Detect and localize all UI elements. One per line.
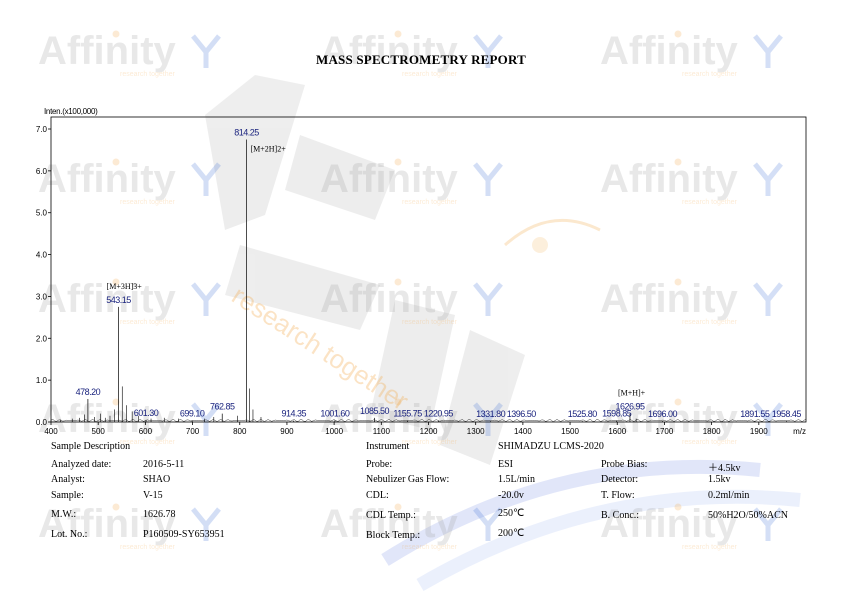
peak-mz-label: 601.30 — [134, 408, 159, 418]
peak-mz-label: 914.35 — [281, 409, 306, 419]
x-tick-label: 500 — [92, 427, 106, 436]
y-tick-label: 5.0 — [36, 209, 48, 218]
sample-label: Sample: — [51, 490, 84, 501]
baseline-trace — [50, 419, 807, 422]
peak-mz-label: 1220.95 — [424, 409, 454, 419]
peak-mz-label: 478.20 — [76, 387, 101, 397]
watermark-tagline-text: research together — [402, 439, 458, 446]
plot-frame — [50, 116, 807, 423]
x-tick-label: 1300 — [467, 427, 485, 436]
x-tick-label: 1700 — [656, 427, 674, 436]
block-temp-value: 200℃ — [498, 528, 525, 539]
probe-bias-value: ＋4.5kv — [708, 463, 741, 474]
b-conc-value: 50%H2O/50%ACN — [708, 510, 788, 521]
detector-value: 1.5kv — [708, 474, 731, 485]
t-flow-label: T. Flow: — [601, 490, 635, 501]
watermark-tagline-text: research together — [682, 544, 738, 551]
x-tick-label: 1500 — [561, 427, 579, 436]
analyst-value: SHAO — [143, 474, 171, 485]
mass-spectrum-chart: Inten.(x100,000) 0.0 1.0 2.0 3.0 4.0 5.0 6.0 7.0… — [36, 107, 807, 436]
sample-description-heading: Sample Description — [51, 441, 131, 452]
peak-mz-label: 1958.45 — [772, 409, 802, 419]
x-tick-label: 1800 — [703, 427, 721, 436]
detector-label: Detector: — [601, 474, 639, 485]
x-tick-label: 1100 — [373, 427, 391, 436]
peak-mz-label: 814.25 — [234, 127, 259, 137]
y-tick-label: 0.0 — [36, 418, 48, 427]
peak-mz-label: 762.85 — [210, 402, 235, 412]
y-tick-label: 3.0 — [36, 292, 48, 301]
watermark-tagline-text: research together — [682, 439, 738, 446]
x-tick-label: 700 — [186, 427, 200, 436]
analyzed-date-label: Analyzed date: — [51, 459, 112, 470]
sample-value: V-15 — [143, 490, 163, 501]
nebulizer-value: 1.5L/min — [498, 474, 535, 485]
peak-mz-label: 699.10 — [180, 408, 205, 418]
peak-ion-annotation: [M+H]+ — [618, 389, 646, 398]
peak-ion-annotation: [M+3H]3+ — [107, 282, 143, 291]
watermark-orange-dot-icon — [674, 503, 682, 511]
lot-no-label: Lot. No.: — [51, 529, 88, 540]
cdl-temp-value: 250℃ — [498, 508, 525, 519]
peak-mz-label: 1525.80 — [568, 409, 598, 419]
nebulizer-label: Nebulizer Gas Flow: — [366, 474, 450, 485]
watermark-tagline-text: research together — [120, 544, 176, 551]
y-tick-label: 4.0 — [36, 251, 48, 260]
x-tick-label: 400 — [44, 427, 58, 436]
b-conc-label: B. Conc.: — [601, 510, 640, 521]
peak-mz-label: 1001.60 — [320, 408, 350, 418]
y-tick-label: 1.0 — [36, 376, 48, 385]
t-flow-value: 0.2ml/min — [708, 490, 750, 501]
peak-mz-label: 1331.80 — [476, 409, 506, 419]
peak-mz-label: 1085.50 — [360, 406, 390, 416]
cdl-temp-label: CDL Temp.: — [366, 510, 416, 521]
peak-mz-label: 1396.50 — [507, 409, 537, 419]
mw-label: M.W.: — [51, 509, 77, 520]
y-axis-label: Inten.(x100,000) — [44, 107, 98, 116]
x-tick-label: 1000 — [325, 427, 343, 436]
probe-label: Probe: — [366, 459, 393, 470]
x-tick-label: 1400 — [514, 427, 532, 436]
x-tick-label: 1600 — [608, 427, 626, 436]
x-tick-label: 1200 — [420, 427, 438, 436]
y-tick-label: 7.0 — [36, 125, 48, 134]
instrument-value: SHIMADZU LCMS-2020 — [498, 441, 604, 452]
x-tick-label: 900 — [280, 427, 294, 436]
x-tick-label: 1900 — [750, 427, 768, 436]
peak-ion-annotation: [M+2H]2+ — [250, 144, 286, 153]
x-tick-label: 800 — [233, 427, 247, 436]
peak-mz-label: 1891.55 — [740, 409, 770, 419]
watermark-orange-dot-icon — [112, 503, 120, 511]
peak-mz-label: 543.15 — [106, 295, 131, 305]
y-tick-label: 2.0 — [36, 334, 48, 343]
x-tick-label: 600 — [139, 427, 153, 436]
watermark-brand-text: Affinity — [600, 502, 739, 546]
peak-mz-label: 1155.75 — [393, 409, 422, 419]
cdl-label: CDL: — [366, 490, 389, 501]
block-temp-label: Block Temp.: — [366, 530, 421, 541]
peak-mz-label: 1598.85 — [602, 409, 632, 419]
probe-value: ESI — [498, 459, 513, 470]
mw-value: 1626.78 — [143, 509, 176, 520]
peak-mz-label: 1626.95 — [615, 402, 645, 412]
cdl-value: -20.0v — [498, 490, 524, 501]
peak-mz-label: 1696.00 — [648, 409, 678, 419]
analyst-label: Analyst: — [51, 474, 85, 485]
x-axis-label: m/z — [793, 427, 806, 436]
report-title: MASS SPECTROMETRY REPORT — [316, 52, 526, 67]
lot-no-value: P160509-SY653951 — [143, 529, 225, 540]
analyzed-date-value: 2016-5-11 — [143, 459, 185, 470]
watermark-tagline-text: research together — [402, 544, 458, 551]
instrument-label: Instrument — [366, 441, 410, 452]
probe-bias-label: Probe Bias: — [601, 459, 648, 470]
y-tick-label: 6.0 — [36, 167, 48, 176]
